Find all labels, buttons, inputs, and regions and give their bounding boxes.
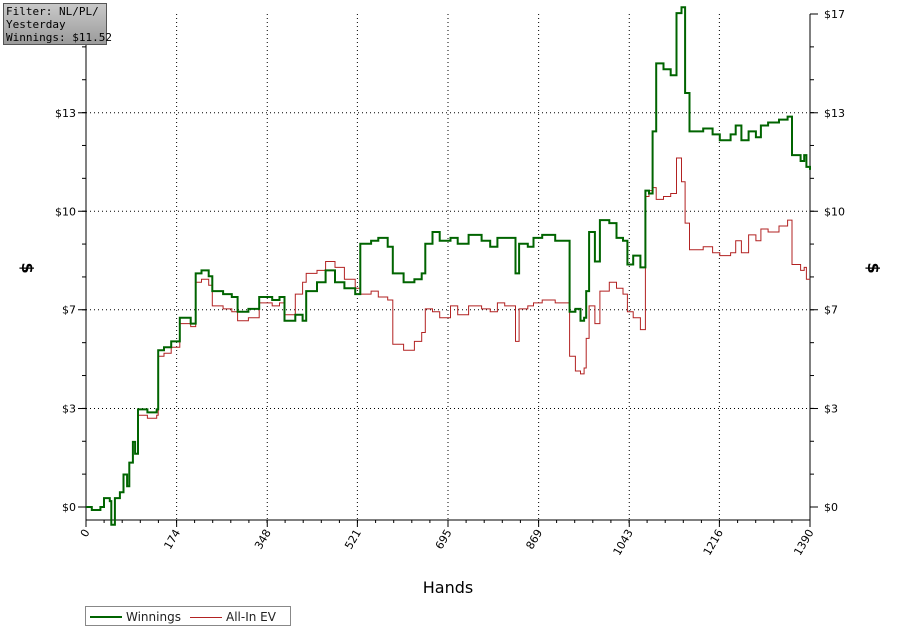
series-line-allin-ev: [86, 157, 810, 526]
x-tick-label: 1390: [791, 527, 816, 558]
filter-line: Filter: NL/PL/: [6, 5, 99, 18]
y-tick-label-left: $10: [55, 205, 76, 218]
y-tick-label-left: $7: [62, 304, 76, 317]
y-axis-label-left: $: [18, 262, 37, 273]
x-tick-label: 1043: [611, 527, 636, 558]
filter-winnings: Winnings: $11.52: [6, 31, 112, 44]
x-tick-label: 521: [342, 527, 364, 552]
legend-swatch-allin-ev: [190, 616, 222, 618]
series-lines: [86, 6, 811, 526]
legend-item-allin-ev: All-In EV: [190, 609, 276, 625]
x-tick-label: 0: [78, 527, 93, 540]
legend-item-winnings: Winnings: [90, 609, 181, 625]
x-tick-label: 348: [252, 527, 274, 552]
y-tick-label-left: $13: [55, 107, 76, 120]
chart-legend: Winnings All-In EV: [85, 606, 291, 626]
series-line-winnings: [86, 6, 811, 526]
x-tick-label: 174: [161, 527, 183, 552]
y-tick-label-right: $10: [824, 205, 845, 218]
y-tick-label-left: $0: [62, 501, 76, 514]
legend-label-allin-ev: All-In EV: [226, 610, 276, 624]
x-axis-label: Hands: [423, 578, 473, 597]
grid-lines: [86, 14, 810, 520]
y-tick-label-right: $3: [824, 403, 838, 416]
y-tick-label-right: $7: [824, 304, 838, 317]
y-tick-label-left: $3: [62, 403, 76, 416]
x-tick-label: 695: [433, 527, 455, 552]
y-tick-label-right: $17: [824, 8, 845, 21]
y-tick-label-right: $13: [824, 107, 845, 120]
x-tick-label: 1216: [701, 527, 726, 558]
legend-label-winnings: Winnings: [126, 610, 181, 624]
filter-info-box: Filter: NL/PL/ Yesterday Winnings: $11.5…: [3, 3, 112, 45]
filter-period: Yesterday: [6, 18, 66, 31]
axes: 0 174 348 521 695 869 1043 1216 1390 $0 $0 $3 $3 $7 $7…: [55, 8, 845, 558]
x-tick-label: 869: [523, 527, 545, 552]
y-tick-label-right: $0: [824, 501, 838, 514]
y-axis-label-right: $: [864, 262, 883, 273]
legend-swatch-winnings: [90, 616, 122, 618]
